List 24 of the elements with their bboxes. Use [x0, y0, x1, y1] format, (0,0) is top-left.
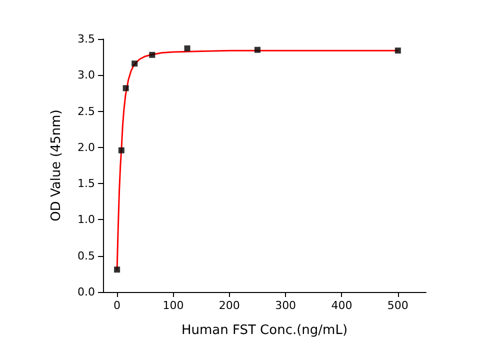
point — [149, 52, 156, 58]
point — [122, 85, 129, 92]
y-tick-label: 2.5 — [78, 104, 95, 118]
x-tick-label: 400 — [331, 299, 352, 312]
y-tick-label: 3.5 — [78, 32, 95, 46]
y-tick-label: 0.5 — [78, 249, 95, 262]
y-axis-title: OD Value (45nm) — [49, 110, 64, 222]
point — [394, 48, 401, 54]
x-tick-label: 100 — [162, 299, 184, 312]
x-axis-title: Human FST Conc.(ng/mL) — [181, 323, 348, 338]
y-tick-label: 0.0 — [78, 286, 95, 298]
y-tick-label: 1.5 — [78, 177, 95, 190]
y-tick-label: 1.0 — [78, 213, 95, 226]
point — [132, 60, 138, 67]
x-tick-label: 0 — [114, 299, 121, 312]
x-tick-label: 500 — [387, 299, 408, 312]
x-tick-label: 300 — [275, 299, 296, 312]
point — [118, 147, 124, 154]
point — [114, 266, 120, 273]
point — [184, 45, 190, 52]
y-tick-label: 2.0 — [78, 140, 95, 154]
x-tick-label: 200 — [218, 299, 240, 312]
point — [254, 46, 260, 53]
y-tick-label: 3.0 — [78, 68, 95, 82]
